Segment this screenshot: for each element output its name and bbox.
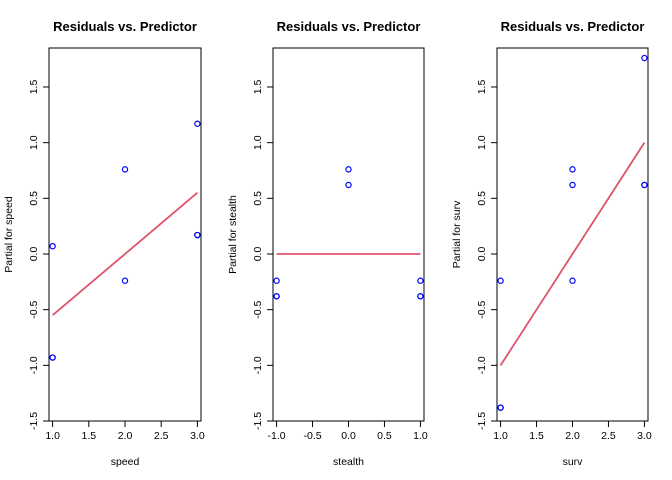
x-tick-label: 0.5 — [377, 430, 392, 442]
y-tick-label: 1.0 — [28, 135, 40, 150]
data-point — [569, 181, 576, 189]
plot-frame — [272, 47, 425, 422]
x-tick-label: 1.0 — [45, 430, 60, 442]
y-tick-label: 0.5 — [252, 191, 264, 206]
data-point — [49, 354, 56, 361]
y-axis-label: Partial for surv — [451, 200, 463, 268]
data-point — [194, 120, 201, 127]
panel-2: Residuals vs. Predictor -1.0 -0.5 0.0 0.5 1.0… — [227, 19, 428, 468]
chart-title: Residuals vs. Predictor — [53, 19, 197, 34]
y-tick-label: 0.5 — [476, 191, 488, 206]
data-point — [49, 242, 56, 250]
chart-title: Residuals vs. Predictor — [501, 19, 645, 34]
panel-3: Residuals vs. Predictor 1.0 1.5 2.0 2.5 3.0 -1… — [451, 19, 652, 468]
x-tick-label: 3.0 — [190, 430, 205, 442]
data-point — [417, 293, 424, 300]
data-point — [569, 166, 576, 173]
y-tick-label: -1.5 — [28, 412, 40, 430]
fit-line — [499, 142, 646, 366]
x-tick-label: 2.0 — [565, 430, 580, 442]
plot-frame — [496, 47, 649, 422]
data-point — [273, 293, 280, 300]
y-tick-label: 1.5 — [476, 80, 488, 95]
y-tick-label: -1.5 — [252, 412, 264, 430]
x-axis-label: surv — [563, 456, 584, 468]
y-tick-label: 0.5 — [28, 191, 40, 206]
y-tick-label: 1.0 — [476, 135, 488, 150]
data-point — [641, 181, 648, 189]
x-tick-label: -1.0 — [268, 430, 286, 442]
x-tick-label: -0.5 — [304, 430, 322, 442]
data-point — [417, 277, 424, 284]
panel-1: Residuals vs. Predictor 1.0 1.5 2.0 2.5 3.0 -1… — [3, 19, 205, 468]
x-tick-label: 2.5 — [601, 430, 616, 442]
y-tick-label: -1.0 — [252, 356, 264, 374]
plot-frame — [48, 47, 202, 422]
x-tick-label: 1.0 — [413, 430, 428, 442]
x-tick-label: 1.0 — [493, 430, 508, 442]
y-tick-label: 0.0 — [252, 247, 264, 262]
x-axis-label: stealth — [333, 456, 364, 468]
y-tick-label: 0.0 — [28, 247, 40, 262]
data-point — [194, 231, 201, 239]
y-axis-label: Partial for stealth — [227, 195, 239, 274]
y-tick-label: -1.5 — [476, 412, 488, 430]
data-point — [497, 277, 504, 284]
data-point — [569, 277, 576, 284]
data-point — [121, 277, 129, 284]
y-tick-label: -0.5 — [476, 300, 488, 318]
fit-line — [52, 192, 198, 316]
x-axis-label: speed — [111, 456, 140, 468]
x-tick-label: 3.0 — [637, 430, 652, 442]
x-tick-label: 1.5 — [82, 430, 97, 442]
data-point — [345, 166, 352, 173]
data-point — [497, 404, 504, 411]
x-tick-label: 2.5 — [154, 430, 169, 442]
x-tick-label: 1.5 — [529, 430, 544, 442]
y-tick-label: -1.0 — [476, 356, 488, 374]
y-tick-label: 0.0 — [476, 247, 488, 262]
data-point — [273, 277, 280, 284]
y-tick-label: 1.5 — [252, 80, 264, 95]
chart-title: Residuals vs. Predictor — [277, 19, 421, 34]
x-tick-label: 0.0 — [341, 430, 356, 442]
y-tick-label: -1.0 — [28, 356, 40, 374]
data-point — [641, 54, 648, 62]
y-tick-label: 1.0 — [252, 135, 264, 150]
x-tick-label: 2.0 — [118, 430, 133, 442]
data-point — [121, 166, 129, 173]
y-tick-label: -0.5 — [28, 300, 40, 318]
y-axis-label: Partial for speed — [3, 196, 15, 273]
data-point — [345, 181, 352, 189]
y-tick-label: 1.5 — [28, 80, 40, 95]
y-tick-label: -0.5 — [252, 300, 264, 318]
